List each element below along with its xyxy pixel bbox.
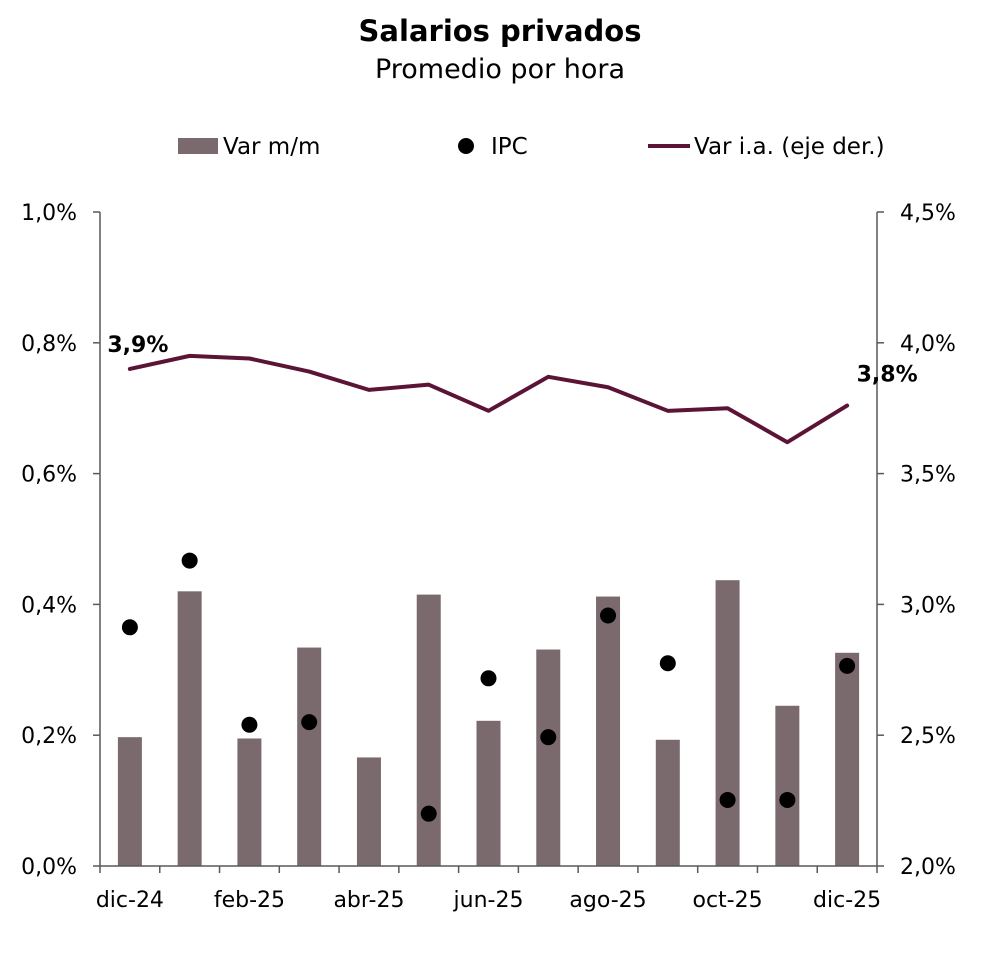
ipc-point-jun-25 (480, 670, 497, 687)
legend-label-var-ia: Var i.a. (eje der.) (694, 134, 885, 160)
bar-jul-25 (536, 649, 561, 866)
bar-oct-25 (715, 580, 740, 866)
chart-title: Salarios privados (358, 14, 642, 48)
bar-nov-25 (775, 705, 800, 866)
bar-jun-25 (476, 720, 501, 866)
chart-subtitle: Promedio por hora (374, 54, 626, 85)
ipc-point-dic-25 (839, 657, 856, 674)
ipc-point-ene-25 (181, 552, 198, 569)
x-tick-label: dic-25 (813, 888, 881, 913)
bar-feb-25 (237, 738, 262, 866)
ipc-point-jul-25 (540, 729, 557, 746)
annotation-label: 3,8% (857, 363, 918, 388)
ipc-point-mar-25 (301, 714, 318, 731)
ipc-point-may-25 (420, 805, 437, 822)
x-tick-label: feb-25 (214, 888, 285, 913)
x-tick-label: abr-25 (333, 888, 404, 913)
ipc-point-feb-25 (241, 716, 258, 733)
x-tick-label: dic-24 (96, 888, 164, 913)
ipc-point-sep-25 (659, 655, 676, 672)
bar-dic-24 (117, 737, 142, 866)
x-tick-label: ago-25 (569, 888, 646, 913)
x-tick-label: oct-25 (693, 888, 763, 913)
line-series (127, 353, 850, 445)
bar-abr-25 (356, 757, 381, 866)
left-tick-label: 1,0% (21, 201, 77, 226)
right-tick-label: 2,0% (900, 855, 956, 880)
left-tick-label: 0,8% (21, 332, 77, 357)
left-tick-label: 0,2% (21, 724, 77, 749)
left-tick-label: 0,6% (21, 463, 77, 488)
legend-label-ipc: IPC (491, 134, 528, 160)
right-tick-label: 3,5% (900, 463, 956, 488)
legend-label-var-mm: Var m/m (223, 134, 320, 160)
ipc-point-nov-25 (779, 791, 796, 808)
annotation-label: 3,9% (107, 333, 168, 358)
bar-sep-25 (655, 739, 680, 866)
right-tick-label: 4,0% (900, 332, 956, 357)
bar-ene-25 (177, 591, 202, 866)
right-tick-label: 4,5% (900, 201, 956, 226)
ipc-point-ago-25 (600, 607, 617, 624)
left-tick-label: 0,0% (21, 855, 77, 880)
bar-dic-25 (835, 652, 860, 866)
ipc-point-oct-25 (719, 791, 736, 808)
left-tick-label: 0,4% (21, 593, 77, 618)
bar-mar-25 (297, 647, 322, 866)
right-tick-label: 2,5% (900, 724, 956, 749)
legend-swatch-var-mm (178, 138, 218, 154)
legend-swatch-ipc (458, 138, 474, 154)
bar-may-25 (416, 594, 441, 866)
ipc-point-dic-24 (121, 619, 138, 636)
x-tick-label: jun-25 (453, 888, 524, 913)
right-tick-label: 3,0% (900, 593, 956, 618)
bar-ago-25 (596, 596, 621, 866)
